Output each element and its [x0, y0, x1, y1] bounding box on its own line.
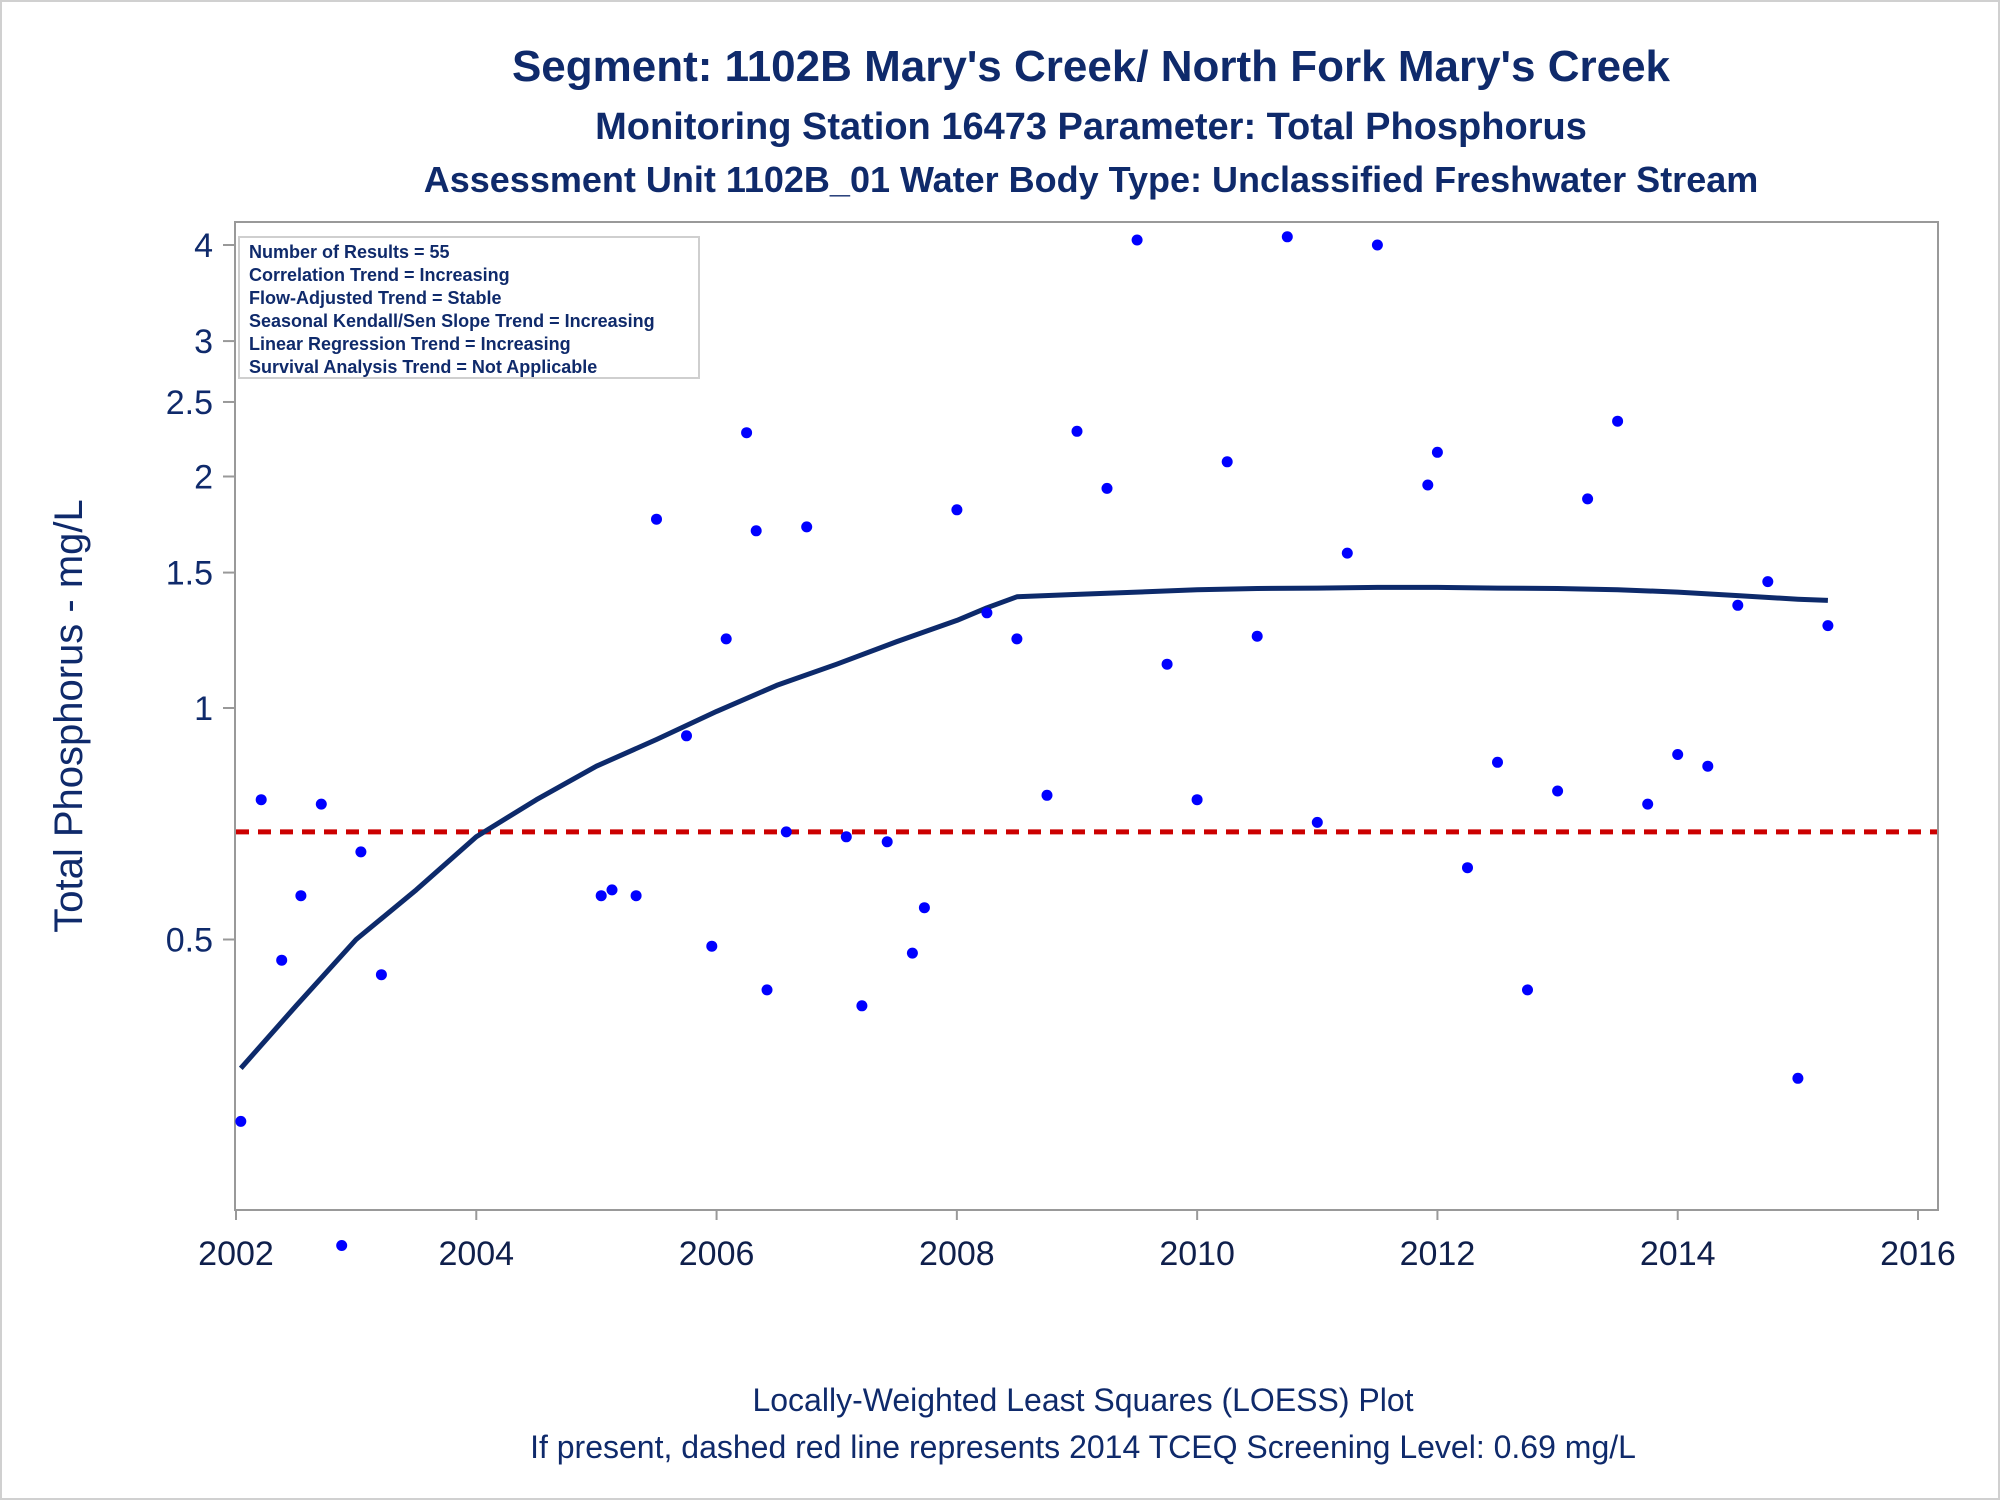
- stats-line-survival: Survival Analysis Trend = Not Applicable: [249, 357, 597, 377]
- x-tick-label: 2008: [919, 1235, 995, 1273]
- data-point: [1552, 785, 1564, 797]
- x-tick-label: 2012: [1400, 1235, 1476, 1273]
- stats-line-flow-adjusted: Flow-Adjusted Trend = Stable: [249, 288, 502, 308]
- data-point: [750, 525, 762, 537]
- stats-line-results: Number of Results = 55: [249, 242, 450, 262]
- data-point: [1341, 547, 1353, 559]
- data-point: [1762, 576, 1774, 588]
- data-point: [1462, 862, 1473, 874]
- y-tick-label: 2: [194, 459, 213, 497]
- data-point: [595, 890, 607, 902]
- y-tick-label: 2.5: [166, 384, 213, 422]
- data-point: [1642, 798, 1654, 810]
- y-tick-label: 3: [194, 323, 213, 361]
- x-axis: 2002 2004 2006 2008 2010 2012 2014 2016: [198, 1210, 1956, 1273]
- data-point: [840, 831, 852, 843]
- y-axis-label: Total Phosphorus - mg/L: [47, 499, 91, 933]
- data-point: [906, 947, 918, 959]
- data-point: [856, 1000, 868, 1012]
- data-point: [1492, 756, 1503, 768]
- data-point: [375, 969, 387, 981]
- data-point: [1011, 633, 1023, 645]
- data-point: [981, 607, 993, 619]
- data-point: [951, 504, 963, 516]
- data-point: [1522, 984, 1533, 996]
- data-point: [1422, 479, 1434, 491]
- y-tick-label: 0.5: [166, 922, 213, 960]
- data-point: [1582, 493, 1594, 505]
- x-tick-label: 2014: [1640, 1235, 1716, 1273]
- y-tick-label: 1: [194, 690, 213, 728]
- data-point: [1161, 658, 1173, 670]
- x-tick-label: 2002: [198, 1235, 274, 1273]
- loess-layer: [238, 584, 1828, 1070]
- footnote-screening: If present, dashed red line represents 2…: [530, 1429, 1636, 1465]
- data-point: [255, 794, 267, 806]
- data-point: [1612, 415, 1624, 427]
- loess-curve: [238, 584, 1828, 1070]
- data-point: [881, 836, 893, 848]
- data-point: [651, 513, 662, 525]
- data-point: [1311, 816, 1323, 828]
- data-point: [706, 940, 718, 952]
- data-point: [1792, 1072, 1804, 1084]
- stats-line-seasonal-kendall: Seasonal Kendall/Sen Slope Trend = Incre…: [249, 311, 655, 331]
- footnote-loess: Locally-Weighted Least Squares (LOESS) P…: [752, 1382, 1413, 1418]
- chart-subtitle-2: Assessment Unit 1102B_01 Water Body Type…: [424, 159, 1759, 200]
- stats-box: Number of Results = 55 Correlation Trend…: [238, 236, 700, 379]
- data-point: [1191, 794, 1203, 806]
- data-points: [235, 231, 1834, 1251]
- stats-line-linear-regression: Linear Regression Trend = Increasing: [249, 334, 571, 354]
- data-point: [295, 890, 307, 902]
- data-point: [1431, 446, 1443, 458]
- data-point: [315, 798, 327, 810]
- plot-area: [234, 221, 1939, 1211]
- stats-line-correlation: Correlation Trend = Increasing: [249, 265, 510, 285]
- data-point: [681, 730, 692, 742]
- data-point: [1131, 234, 1143, 246]
- data-point: [801, 521, 813, 533]
- data-point: [630, 890, 642, 902]
- data-point: [1702, 760, 1714, 772]
- data-point: [336, 1240, 348, 1251]
- x-tick-label: 2010: [1159, 1235, 1235, 1273]
- x-tick-label: 2004: [438, 1235, 514, 1273]
- data-point: [761, 984, 773, 996]
- data-point: [1672, 749, 1684, 760]
- data-point: [1732, 599, 1744, 611]
- data-point: [1371, 239, 1383, 251]
- data-point: [235, 1115, 247, 1127]
- data-point: [1221, 456, 1233, 468]
- data-point: [1041, 789, 1053, 801]
- data-point: [780, 826, 792, 838]
- data-point: [1101, 482, 1113, 494]
- stats-box-border: [238, 236, 700, 379]
- data-point: [606, 884, 618, 896]
- data-point: [1251, 630, 1263, 642]
- data-point: [1281, 231, 1293, 243]
- y-tick-label: 1.5: [166, 555, 213, 593]
- data-point: [918, 902, 930, 914]
- data-point: [355, 846, 367, 858]
- chart-subtitle-1: Monitoring Station 16473 Parameter: Tota…: [595, 106, 1587, 148]
- data-point: [741, 427, 753, 439]
- x-tick-label: 2016: [1880, 1235, 1956, 1273]
- data-point: [276, 954, 288, 966]
- data-point: [1071, 425, 1083, 437]
- data-point: [1822, 620, 1834, 632]
- data-point: [720, 633, 732, 645]
- y-axis: 0.5 1 1.5 2 2.5 3 4: [166, 227, 235, 960]
- y-tick-label: 4: [194, 227, 213, 265]
- x-tick-label: 2006: [679, 1235, 755, 1273]
- chart-title: Segment: 1102B Mary's Creek/ North Fork …: [512, 42, 1671, 91]
